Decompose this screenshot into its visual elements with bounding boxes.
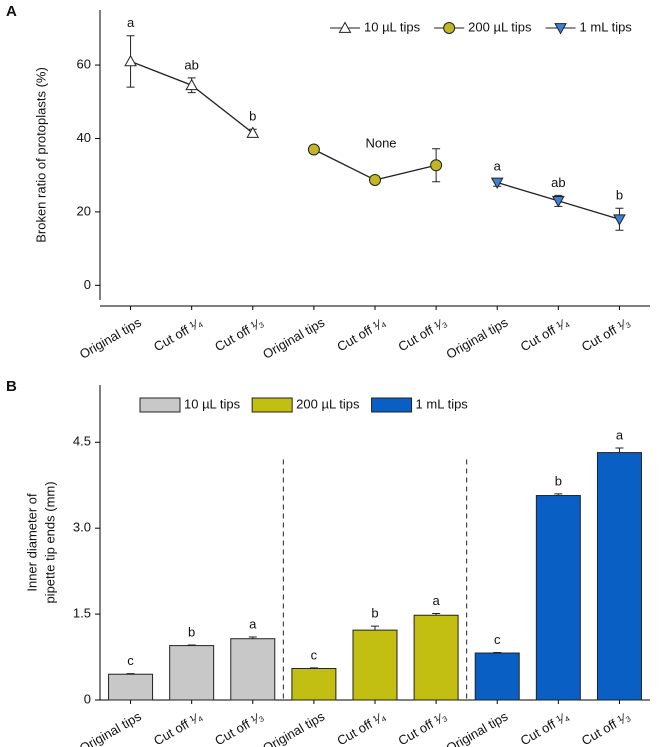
marker [613, 214, 626, 226]
y-tick-label: 1.5 [73, 606, 91, 621]
y-tick-label: 3.0 [73, 520, 91, 535]
significance-letter: c [311, 647, 318, 662]
x-tick-label: Original tips [77, 314, 144, 362]
legend-label: 200 µL tips [296, 396, 360, 411]
legend-marker [338, 21, 352, 33]
x-tick-label: Original tips [77, 708, 144, 747]
legend-label: 1 mL tips [580, 19, 633, 34]
marker [430, 159, 443, 172]
marker [246, 126, 260, 138]
marker [369, 174, 382, 186]
y-axis-label: Inner diameter of [24, 493, 39, 592]
x-tick-label: Cut off ¹⁄₄ [151, 709, 205, 747]
bar [352, 629, 398, 701]
significance-letter: ab [551, 175, 565, 190]
marker [551, 195, 565, 208]
y-axis-label: Broken ratio of protoplasts (%) [33, 67, 48, 243]
y-axis-label: pipette tip ends (mm) [42, 481, 57, 603]
legend-swatch [371, 397, 413, 413]
y-tick-label: 0 [84, 691, 91, 706]
legend-label: 10 µL tips [184, 396, 241, 411]
y-tick-label: 60 [77, 57, 91, 72]
x-tick-label: Cut off ¹⁄₄ [334, 315, 388, 355]
significance-letter: a [432, 593, 440, 608]
x-tick-label: Cut off ¹⁄₃ [579, 315, 633, 355]
marker [124, 54, 137, 67]
significance-letter: b [616, 188, 623, 203]
x-tick-label: Cut off ¹⁄₄ [334, 709, 388, 747]
significance-letter: c [494, 632, 501, 647]
x-tick-label: Cut off ¹⁄₃ [396, 709, 450, 747]
significance-letter: b [188, 624, 195, 639]
x-tick-label: Original tips [443, 314, 510, 362]
marker [307, 143, 320, 156]
y-tick-label: 40 [77, 130, 91, 145]
significance-letter: b [555, 473, 562, 488]
significance-letter: b [371, 606, 378, 621]
y-tick-label: 20 [77, 203, 91, 218]
significance-letter: b [249, 109, 256, 124]
bar [230, 638, 276, 701]
x-tick-label: Original tips [260, 314, 327, 362]
significance-letter: a [616, 427, 624, 442]
y-tick-label: 4.5 [73, 434, 91, 449]
marker [185, 78, 199, 91]
significance-letter: a [249, 616, 257, 631]
bar [474, 652, 520, 701]
bar [535, 495, 581, 701]
significance-letter: a [127, 15, 135, 30]
x-tick-label: Original tips [260, 708, 327, 747]
legend-label: 200 µL tips [468, 19, 532, 34]
annotation: None [365, 135, 396, 150]
significance-letter: a [494, 158, 502, 173]
marker [490, 177, 504, 190]
x-tick-label: Cut off ¹⁄₄ [151, 315, 205, 355]
bar [291, 668, 337, 701]
x-tick-label: Original tips [443, 708, 510, 747]
legend-marker [443, 22, 456, 34]
x-tick-label: Cut off ¹⁄₃ [396, 315, 450, 355]
bar [413, 614, 459, 701]
legend-swatch [139, 397, 181, 413]
x-tick-label: Cut off ¹⁄₃ [212, 315, 266, 355]
significance-letter: ab [184, 57, 198, 72]
bar [108, 673, 154, 701]
legend-label: 1 mL tips [416, 396, 469, 411]
x-tick-label: Cut off ¹⁄₄ [518, 315, 572, 355]
legend-swatch [251, 397, 293, 413]
panel-label: A [6, 3, 17, 20]
legend-marker [554, 23, 567, 35]
panel-label: B [6, 378, 17, 395]
significance-letter: c [127, 653, 134, 668]
bar [169, 645, 215, 701]
x-tick-label: Cut off ¹⁄₄ [518, 709, 572, 747]
legend-label: 10 µL tips [364, 19, 421, 34]
x-tick-label: Cut off ¹⁄₃ [579, 709, 633, 747]
y-tick-label: 0 [84, 277, 91, 292]
bar [596, 452, 642, 701]
x-tick-label: Cut off ¹⁄₃ [212, 709, 266, 747]
